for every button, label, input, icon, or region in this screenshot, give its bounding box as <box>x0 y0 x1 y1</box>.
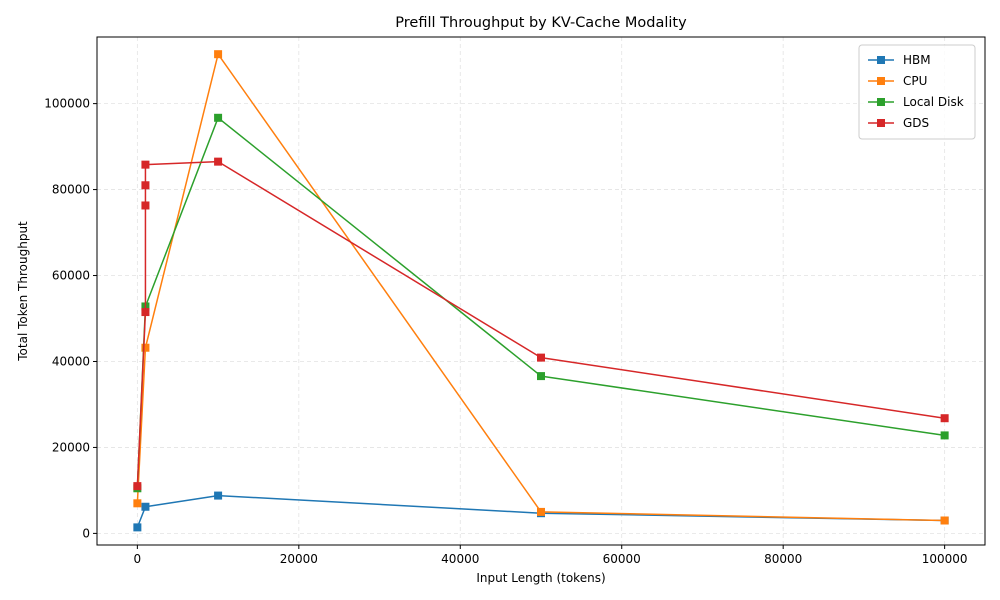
series-line <box>136 160 945 487</box>
legend-box <box>858 44 976 140</box>
data-point <box>141 181 150 190</box>
data-point <box>214 157 223 166</box>
legend-marker <box>877 56 885 64</box>
data-point <box>141 308 150 317</box>
x-tick-label: 80000 <box>764 552 802 566</box>
legend-marker <box>877 77 885 85</box>
y-tick-label: 20000 <box>52 440 90 454</box>
legend-label: HBM <box>903 53 931 67</box>
plot-frame <box>96 36 986 546</box>
data-point <box>537 353 545 362</box>
data-point <box>214 50 223 59</box>
y-axis-label: Total Token Throughput <box>16 221 30 362</box>
y-tick-label: 60000 <box>52 269 90 283</box>
data-point <box>940 414 949 423</box>
x-axis-label: Input Length (tokens) <box>476 571 605 585</box>
x-tick-label: 60000 <box>603 552 641 566</box>
x-tick-label: 40000 <box>441 552 479 566</box>
legend: HBM CPU Local Disk GDS <box>858 44 976 140</box>
y-tick-label: 40000 <box>52 354 90 368</box>
data-point <box>141 201 150 210</box>
legend-marker <box>877 98 885 106</box>
series-layer <box>133 50 949 532</box>
series-cpu <box>133 50 949 525</box>
x-tick-label: 100000 <box>922 552 968 566</box>
data-point <box>141 343 150 352</box>
legend-marker <box>877 119 885 127</box>
legend-label: GDS <box>903 116 929 130</box>
data-point <box>141 160 150 169</box>
x-tick-label: 20000 <box>280 552 318 566</box>
y-tick-label: 0 <box>82 526 90 540</box>
ticks: 0 20000 40000 60000 80000 100000 0 20000 40000 60… <box>44 97 967 566</box>
data-point <box>214 491 223 500</box>
x-tick-label: 0 <box>134 552 142 566</box>
y-tick-label: 100000 <box>44 97 90 111</box>
chart-title: Prefill Throughput by KV-Cache Modality <box>395 15 687 31</box>
series-gds <box>133 157 949 491</box>
data-point <box>214 113 223 122</box>
y-tick-label: 80000 <box>52 183 90 197</box>
data-point <box>133 499 142 508</box>
data-point <box>133 523 142 532</box>
data-point <box>537 507 545 516</box>
legend-label: CPU <box>903 74 927 88</box>
data-point <box>537 372 545 381</box>
data-point <box>141 502 150 511</box>
data-point <box>940 431 949 440</box>
legend-label: Local Disk <box>903 95 964 109</box>
data-point <box>940 516 949 525</box>
data-point <box>133 482 142 491</box>
